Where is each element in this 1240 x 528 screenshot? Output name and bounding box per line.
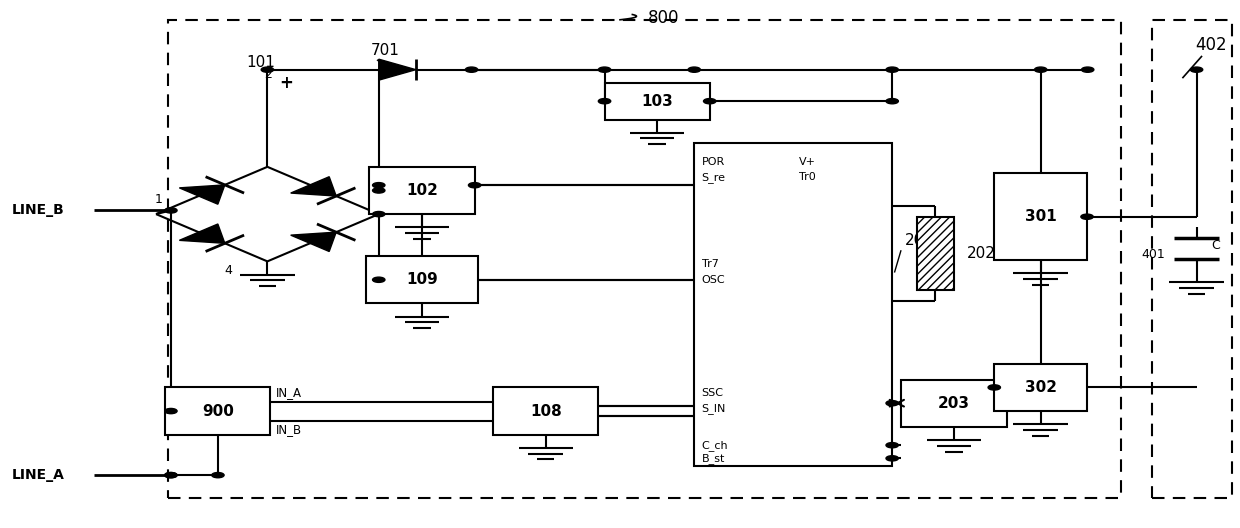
Circle shape <box>1190 67 1203 72</box>
Circle shape <box>887 442 898 448</box>
Text: B_st: B_st <box>702 453 725 464</box>
Bar <box>994 173 1087 260</box>
Circle shape <box>465 67 477 72</box>
Circle shape <box>212 473 224 478</box>
Text: 109: 109 <box>407 272 438 287</box>
Text: 401: 401 <box>1142 248 1166 261</box>
Text: 103: 103 <box>641 93 673 109</box>
Circle shape <box>887 67 898 72</box>
Circle shape <box>165 409 177 414</box>
Circle shape <box>688 67 701 72</box>
Text: IN_B: IN_B <box>275 423 301 436</box>
Bar <box>994 364 1087 411</box>
Circle shape <box>887 99 898 104</box>
Text: SSC: SSC <box>702 388 724 398</box>
Text: 101: 101 <box>247 55 275 70</box>
Bar <box>901 380 1007 427</box>
Text: 301: 301 <box>1024 209 1056 224</box>
Text: S_re: S_re <box>702 172 725 183</box>
Circle shape <box>599 99 611 104</box>
Circle shape <box>372 188 384 193</box>
Text: +: + <box>279 74 293 92</box>
Polygon shape <box>290 232 336 251</box>
Text: POR: POR <box>702 157 725 166</box>
Text: C: C <box>1211 239 1220 252</box>
Text: 201: 201 <box>904 233 934 248</box>
Text: 202: 202 <box>966 246 996 261</box>
Text: 402: 402 <box>1195 36 1228 54</box>
Polygon shape <box>180 185 224 204</box>
Text: 108: 108 <box>529 403 562 419</box>
Circle shape <box>165 208 177 213</box>
Text: C_ch: C_ch <box>702 440 728 451</box>
Circle shape <box>887 456 898 461</box>
Circle shape <box>469 183 481 188</box>
Bar <box>605 83 709 119</box>
Bar <box>916 216 954 290</box>
Bar <box>694 143 893 466</box>
Circle shape <box>372 212 384 216</box>
Polygon shape <box>378 59 415 80</box>
Text: Tr0: Tr0 <box>800 172 816 182</box>
Circle shape <box>988 385 1001 390</box>
Polygon shape <box>290 177 336 196</box>
Text: 2: 2 <box>264 68 272 81</box>
Circle shape <box>1034 67 1047 72</box>
Bar <box>370 167 475 214</box>
Text: 1: 1 <box>154 193 162 206</box>
Text: 203: 203 <box>937 395 970 411</box>
Text: LINE_A: LINE_A <box>11 468 64 482</box>
Text: V+: V+ <box>800 157 816 166</box>
Bar <box>1152 20 1233 498</box>
Text: 900: 900 <box>202 403 234 419</box>
Circle shape <box>599 67 611 72</box>
Text: 302: 302 <box>1024 380 1056 395</box>
Text: 3: 3 <box>372 193 381 206</box>
Bar <box>165 388 270 435</box>
Text: OSC: OSC <box>702 275 725 285</box>
Circle shape <box>372 277 384 282</box>
Circle shape <box>262 67 274 72</box>
Circle shape <box>372 183 384 188</box>
Circle shape <box>1081 67 1094 72</box>
Circle shape <box>165 473 177 478</box>
Circle shape <box>703 99 715 104</box>
Bar <box>494 388 599 435</box>
Polygon shape <box>180 224 224 243</box>
Text: 102: 102 <box>407 183 438 198</box>
Bar <box>366 256 477 304</box>
Text: Tr7: Tr7 <box>702 259 718 269</box>
Text: 800: 800 <box>647 10 680 27</box>
Circle shape <box>887 401 898 406</box>
Text: S_IN: S_IN <box>702 403 727 414</box>
Text: 4: 4 <box>224 264 233 277</box>
Circle shape <box>1081 214 1094 219</box>
Bar <box>169 20 1121 498</box>
Text: 701: 701 <box>371 43 399 58</box>
Text: LINE_B: LINE_B <box>11 203 64 218</box>
Text: IN_A: IN_A <box>275 386 301 399</box>
Circle shape <box>165 473 177 478</box>
